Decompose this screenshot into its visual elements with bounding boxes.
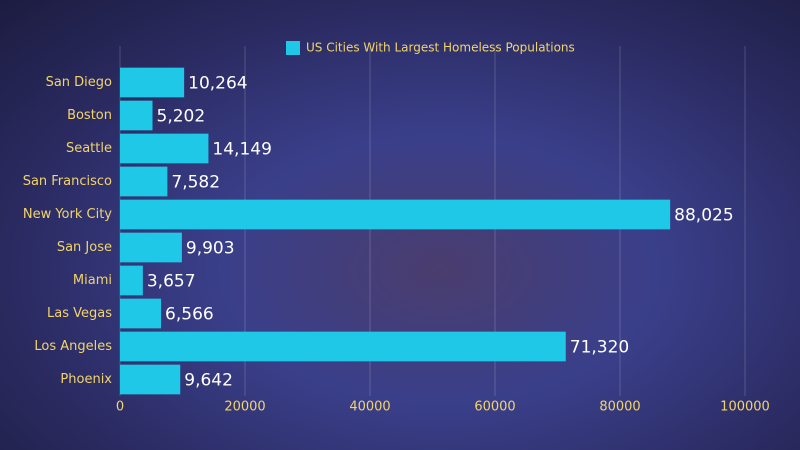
value-label: 3,657 (147, 272, 196, 292)
y-tick-label: Seattle (66, 141, 112, 156)
value-label: 88,025 (674, 206, 733, 226)
bar (120, 100, 153, 131)
bar (120, 265, 143, 296)
y-tick-label: Los Angeles (34, 339, 112, 354)
bar (120, 298, 162, 329)
x-tick-label: 20000 (224, 400, 265, 415)
value-label: 10,264 (188, 74, 247, 94)
value-label: 5,202 (157, 107, 206, 127)
y-tick-label: San Francisco (23, 174, 112, 189)
x-tick-label: 100000 (720, 400, 770, 415)
bar (120, 232, 182, 263)
x-tick-label: 40000 (349, 400, 390, 415)
y-tick-label: Las Vegas (47, 306, 112, 321)
legend-swatch (286, 41, 300, 55)
y-tick-label: Phoenix (60, 372, 112, 387)
bar (120, 133, 209, 164)
y-tick-label: San Jose (57, 240, 112, 255)
y-tick-label: New York City (23, 207, 112, 222)
bar (120, 166, 168, 197)
bar (120, 199, 671, 230)
bar (120, 67, 185, 98)
x-tick-label: 0 (116, 400, 124, 415)
value-label: 7,582 (171, 173, 220, 193)
y-tick-label: Boston (67, 108, 112, 123)
bar (120, 364, 181, 395)
value-label: 6,566 (165, 305, 214, 325)
x-tick-label: 60000 (474, 400, 515, 415)
value-label: 14,149 (212, 140, 271, 160)
x-tick-label: 80000 (599, 400, 640, 415)
value-label: 9,903 (186, 239, 235, 259)
value-label: 9,642 (184, 371, 233, 391)
value-label: 71,320 (570, 338, 629, 358)
bar (120, 331, 566, 362)
y-tick-label: Miami (73, 273, 112, 288)
y-tick-label: San Diego (46, 75, 112, 90)
legend-label: US Cities With Largest Homeless Populati… (306, 41, 575, 55)
